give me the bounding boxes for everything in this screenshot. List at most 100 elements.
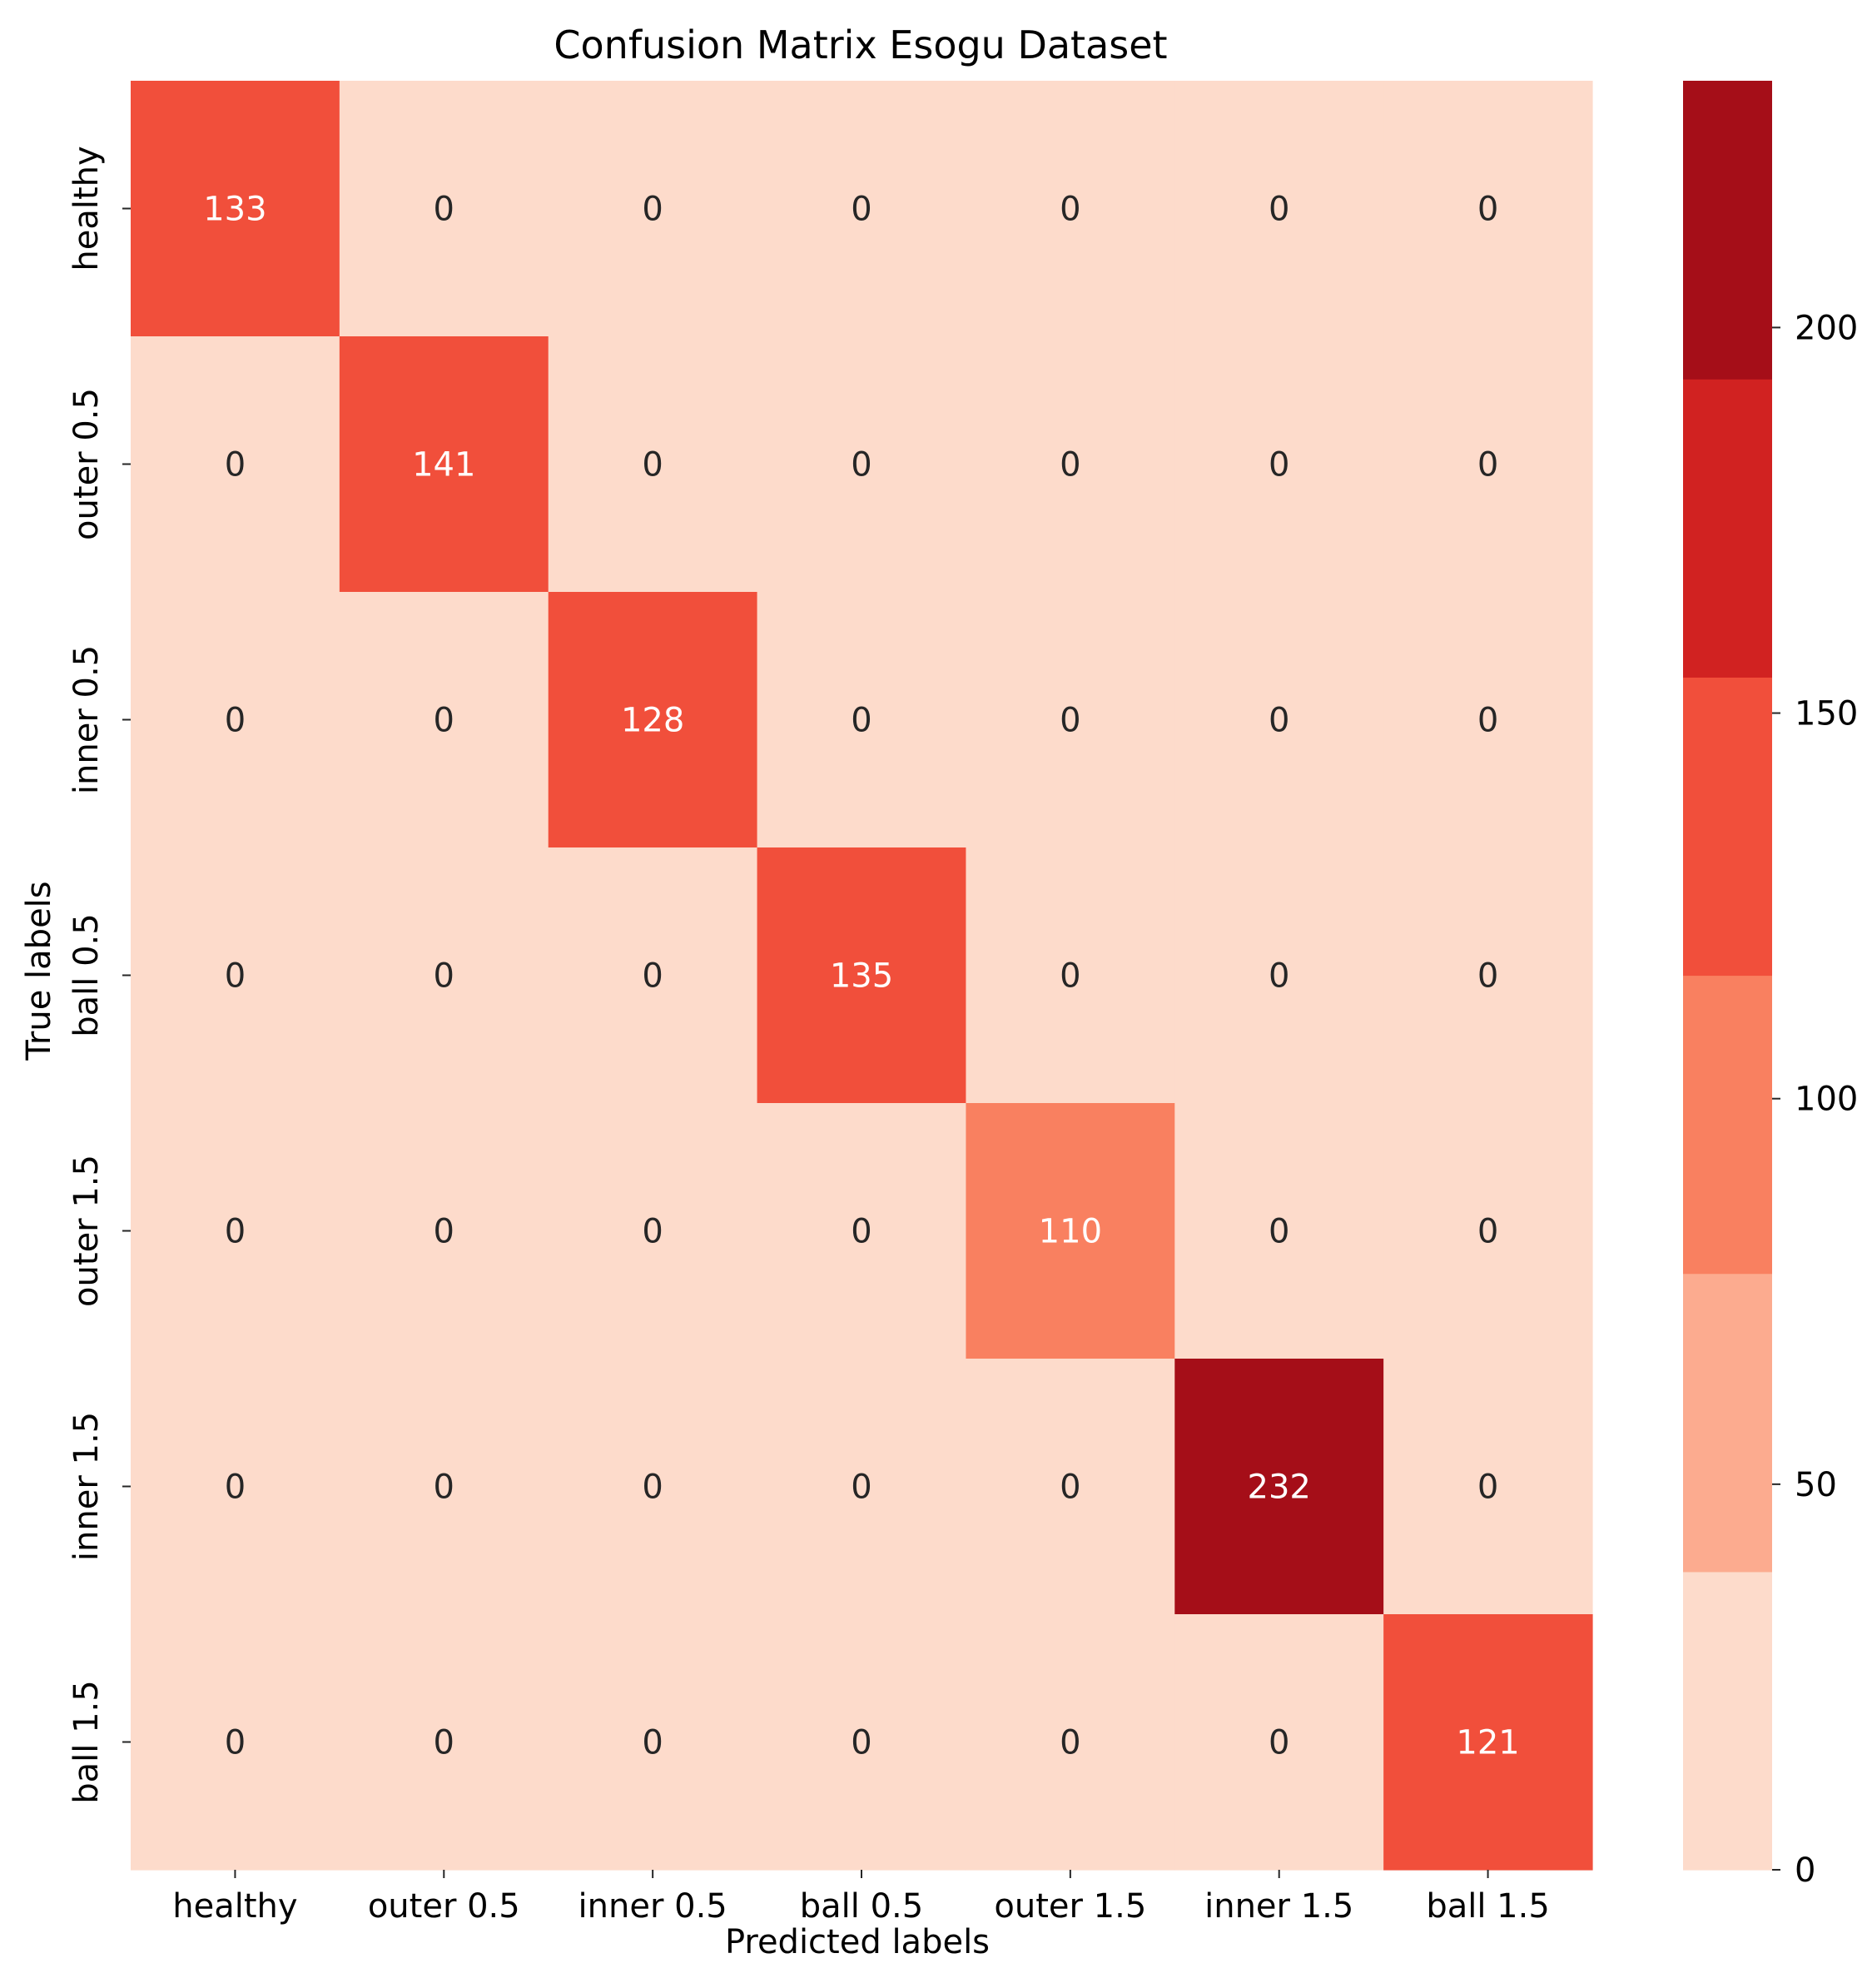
heatmap-cell-r2-c0 — [131, 592, 340, 848]
y-tick-label: inner 1.5 — [67, 1412, 106, 1561]
colorbar-segment — [1683, 1273, 1772, 1573]
cell-value-r5-c6: 0 — [1477, 1469, 1498, 1507]
colorbar-tick-label: 50 — [1795, 1466, 1837, 1504]
heatmap-cell-r3-c4 — [966, 847, 1175, 1104]
cell-value-r0-c6: 0 — [1477, 191, 1498, 229]
x-tick-label: outer 0.5 — [368, 1887, 520, 1926]
heatmap-cell-r2-c5 — [1174, 592, 1384, 848]
heatmap-cell-r0-c1 — [339, 81, 549, 337]
heatmap-cell-r5-c4 — [966, 1359, 1175, 1615]
colorbar-segment — [1683, 975, 1772, 1275]
heatmap-cell-r4-c6 — [1383, 1103, 1593, 1359]
heatmap-cell-r5-c1 — [339, 1359, 549, 1615]
heatmap-cell-r5-c0 — [131, 1359, 340, 1615]
x-tick-label: inner 1.5 — [1204, 1887, 1353, 1926]
heatmap-cell-r0-c2 — [548, 81, 758, 337]
heatmap-cell-r4-c3 — [757, 1103, 967, 1359]
heatmap-cells — [131, 81, 1593, 1871]
heatmap-cell-r5-c6 — [1383, 1359, 1593, 1615]
y-axis-label: True labels — [20, 881, 58, 1061]
cell-value-r6-c5: 0 — [1269, 1724, 1289, 1762]
colorbar-segment — [1683, 379, 1772, 678]
cell-value-r5-c3: 0 — [851, 1469, 871, 1507]
y-tick-label: inner 0.5 — [67, 645, 106, 794]
x-axis-ticks: healthy outer 0.5 inner 0.5 ball 0.5 outer 1… — [172, 1870, 1550, 1926]
cell-value-r3-c0: 0 — [225, 957, 246, 996]
heatmap-cell-r6-c0 — [131, 1614, 340, 1871]
x-tick-label: ball 1.5 — [1426, 1887, 1549, 1926]
heatmap-cell-r1-c6 — [1383, 336, 1593, 593]
heatmap-cell-r0-c5 — [1174, 81, 1384, 337]
heatmap-cell-r1-c0 — [131, 336, 340, 593]
heatmap-cell-r4-c1 — [339, 1103, 549, 1359]
heatmap-cell-r2-c1 — [339, 592, 549, 848]
cell-value-r5-c2: 0 — [642, 1469, 663, 1507]
cell-value-r2-c6: 0 — [1477, 702, 1498, 740]
cell-value-r1-c0: 0 — [225, 446, 246, 485]
heatmap-cell-r3-c5 — [1174, 847, 1384, 1104]
heatmap-cell-r6-c1 — [339, 1614, 549, 1871]
heatmap-cell-r0-c3 — [757, 81, 967, 337]
y-tick-label: outer 1.5 — [67, 1155, 106, 1307]
heatmap-cell-r5-c2 — [548, 1359, 758, 1615]
cell-value-r2-c2: 128 — [621, 702, 684, 740]
cell-value-r3-c5: 0 — [1269, 957, 1289, 996]
colorbar-tick-label: 150 — [1795, 695, 1858, 733]
cell-value-r3-c4: 0 — [1060, 957, 1080, 996]
heatmap-cell-r1-c4 — [966, 336, 1175, 593]
cell-value-r3-c3: 135 — [830, 957, 893, 996]
cell-value-r1-c3: 0 — [851, 446, 871, 485]
y-tick-label: ball 1.5 — [67, 1680, 106, 1803]
y-tick-label: outer 0.5 — [67, 388, 106, 540]
cell-value-r2-c3: 0 — [851, 702, 871, 740]
cell-value-r0-c4: 0 — [1060, 191, 1080, 229]
heatmap-cell-r3-c0 — [131, 847, 340, 1104]
colorbar-segment — [1683, 677, 1772, 977]
x-tick-label: inner 0.5 — [578, 1887, 727, 1926]
cell-value-r6-c3: 0 — [851, 1724, 871, 1762]
y-tick-label: ball 0.5 — [67, 913, 106, 1036]
heatmap-cell-r1-c5 — [1174, 336, 1384, 593]
cell-value-r0-c2: 0 — [642, 191, 663, 229]
heatmap-cell-r2-c6 — [1383, 592, 1593, 848]
colorbar-tick-label: 200 — [1795, 309, 1858, 347]
cell-value-r5-c4: 0 — [1060, 1469, 1080, 1507]
heatmap-cell-r6-c5 — [1174, 1614, 1384, 1871]
heatmap-cell-r0-c4 — [966, 81, 1175, 337]
heatmap-cell-r4-c4 — [966, 1103, 1175, 1359]
cell-value-r1-c2: 0 — [642, 446, 663, 485]
cell-value-r6-c4: 0 — [1060, 1724, 1080, 1762]
heatmap-cell-r4-c2 — [548, 1103, 758, 1359]
heatmap-cell-r2-c4 — [966, 592, 1175, 848]
y-tick-label: healthy — [67, 146, 106, 271]
cell-value-r3-c1: 0 — [434, 957, 454, 996]
cell-value-r5-c0: 0 — [225, 1469, 246, 1507]
cell-value-r1-c1: 141 — [412, 446, 475, 485]
colorbar-segment — [1683, 1571, 1772, 1871]
cell-value-r1-c5: 0 — [1269, 446, 1289, 485]
heatmap-cell-r6-c3 — [757, 1614, 967, 1871]
cell-value-r6-c6: 121 — [1456, 1724, 1519, 1762]
cell-value-r6-c1: 0 — [434, 1724, 454, 1762]
cell-value-r5-c1: 0 — [434, 1469, 454, 1507]
heatmap-cell-r4-c5 — [1174, 1103, 1384, 1359]
heatmap-cell-r6-c6 — [1383, 1614, 1593, 1871]
cell-value-r4-c6: 0 — [1477, 1213, 1498, 1251]
heatmap-cell-r2-c2 — [548, 592, 758, 848]
x-axis-label: Predicted labels — [725, 1923, 990, 1961]
heatmap-cell-r1-c2 — [548, 336, 758, 593]
colorbar-segment — [1683, 81, 1772, 380]
cell-value-r2-c4: 0 — [1060, 702, 1080, 740]
cell-value-r3-c6: 0 — [1477, 957, 1498, 996]
cell-value-r4-c4: 110 — [1039, 1213, 1102, 1251]
cell-value-r0-c1: 0 — [434, 191, 454, 229]
cell-value-r4-c0: 0 — [225, 1213, 246, 1251]
cell-value-r5-c5: 232 — [1248, 1469, 1311, 1507]
cell-value-r3-c2: 0 — [642, 957, 663, 996]
cell-value-r2-c5: 0 — [1269, 702, 1289, 740]
chart-title: Confusion Matrix Esogu Dataset — [554, 22, 1167, 67]
x-tick-label: outer 1.5 — [994, 1887, 1146, 1926]
cell-value-r4-c5: 0 — [1269, 1213, 1289, 1251]
heatmap-cell-r2-c3 — [757, 592, 967, 848]
